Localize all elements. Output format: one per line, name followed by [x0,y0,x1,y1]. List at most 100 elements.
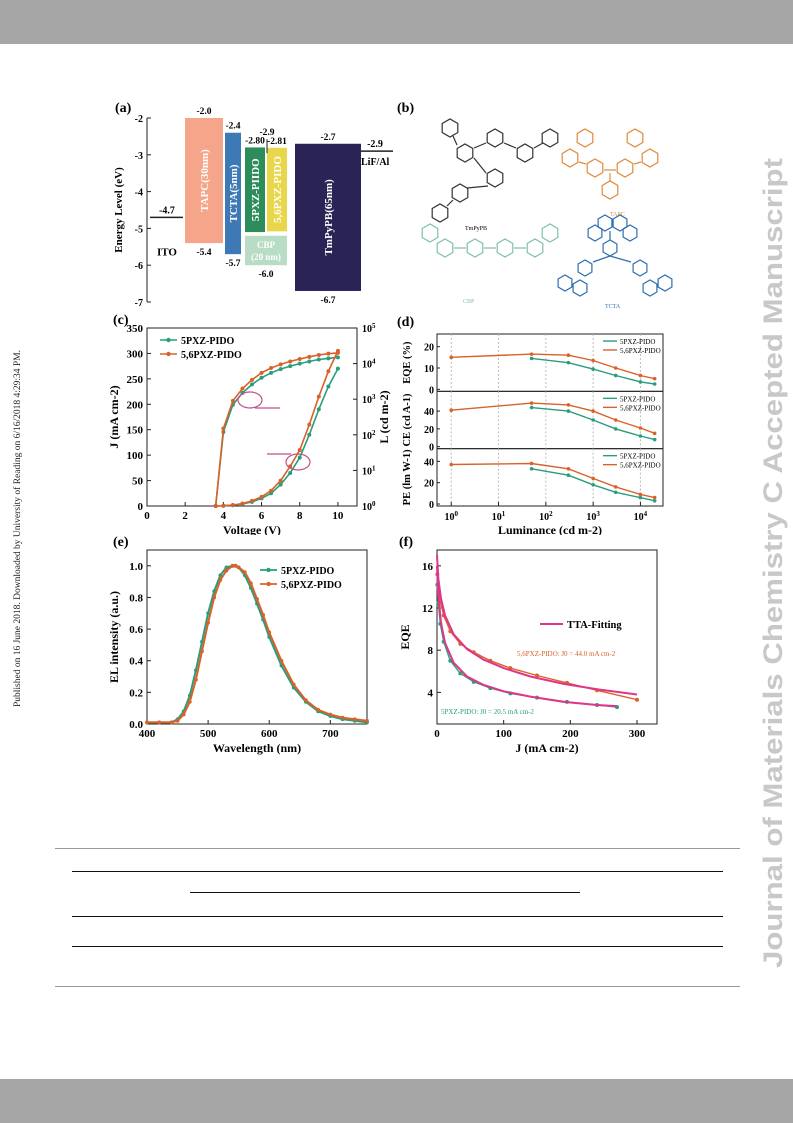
bond [466,185,489,189]
ytick-label-c: 250 [127,374,144,386]
bond [503,142,517,149]
point-c-L-0 [307,359,312,364]
point-d [591,409,595,413]
point-c-J-1 [297,448,302,453]
tmpypb-ring [486,128,504,148]
y2tick-label-c: 103 [362,393,376,406]
annotation-f-1: 5,6PXZ-PIDO: J0 = 44.0 mA cm-2 [517,650,616,658]
table-rule-1 [72,871,723,872]
point-c-L-0 [278,367,283,372]
xtick-label-c: 0 [144,510,150,522]
legend-marker-c [166,351,171,357]
tcta-ring [557,274,573,292]
legend-label-d: 5,6PXZ-PIDO [620,347,661,355]
legend-label-c: 5,6PXZ-PIDO [181,350,242,361]
point-d [566,353,571,357]
point-d [591,483,595,487]
point-d [652,499,657,503]
point-d [566,403,571,407]
cbp-thickness: (20 nm) [251,252,281,262]
ytick-label-d: 20 [424,343,434,354]
bond [592,255,611,263]
tcta-ring [587,224,603,242]
layer-0 [185,118,223,244]
point-d [613,485,618,489]
tmpypb-ring [541,128,559,148]
tmpypb-ring [451,183,469,203]
point-e-1 [267,630,272,635]
tcta-ring [597,214,613,232]
plot-frame-e [146,549,368,725]
xtick-label-c: 8 [297,510,303,522]
tapc-ring [626,128,644,148]
y2-axis-label-c: L (cd m-2) [377,390,391,443]
point-d [529,352,534,356]
layer-top-2: -2.80 [245,136,265,146]
ytick-label-d: 0 [429,443,434,454]
xtick-label-d: 103 [586,510,600,523]
ytick-label-a: -4 [135,188,143,199]
y-axis-label-f: EQE [398,624,412,649]
xtick-label-c: 4 [221,510,227,522]
layer-2 [245,147,265,233]
side-note-text: Published on 16 June 2018. Downloaded by… [12,350,23,707]
molecule-name-tcta: TCTA [605,304,621,310]
legend-label-d: 5PXZ-PIDO [620,338,655,346]
point-d [529,405,534,410]
point-c-L-1 [307,354,312,359]
series-line-d [451,353,655,380]
tmpypb-ring [431,203,449,223]
point-c-L-1 [250,377,254,382]
point-c-L-1 [335,350,340,355]
x-axis-label-d: Luminance (cd m-2) [498,523,602,535]
legend-label-fit: TTA-Fitting [567,620,622,631]
point-c-J-0 [297,455,302,460]
xtick-label-c: 10 [332,510,344,522]
legend-marker-c [166,337,171,343]
legend-marker-e [266,581,271,587]
y2tick-label-c: 104 [362,358,376,371]
legend-label-d: 5PXZ-PIDO [620,395,655,403]
cbp-ring [436,238,454,258]
point-e-1 [224,568,229,573]
table-rule-4 [72,946,723,947]
point-d [652,437,657,442]
point-c-L-1 [259,370,264,375]
point-d [638,495,643,500]
y-axis-label-d: CE (cd A-1) [402,393,413,447]
legend-label-d: 5,6PXZ-PIDO [620,462,661,470]
point-c-J-1 [269,488,274,493]
tcta-ring [612,214,628,232]
point-d [449,355,454,360]
point-d [652,376,657,381]
point-e-1 [291,682,296,687]
ytick-label-a: -5 [135,224,143,235]
layer-name-1: TCTA(5nm) [228,164,240,222]
y-axis-label-d: PE (lm W-1) [402,449,413,505]
point-e-1 [218,578,223,582]
ytick-label-d: 20 [424,425,434,436]
layer-top-4: -2.7 [320,133,335,143]
tapc-ring [616,158,634,178]
point-f-1 [458,671,463,676]
ytick-label-a: -3 [135,151,143,162]
layer-bottom-1: -5.7 [225,259,240,269]
layer-name-2: 5PXZ-PIIDO [250,158,262,221]
y-axis-label-d: EQE (%) [402,341,413,384]
series-line-f-0 [436,574,638,701]
point-d [613,490,618,495]
point-f-0 [635,697,639,702]
tmpypb-ring [456,143,474,163]
point-c-L-1 [240,386,245,391]
point-e-1 [248,581,253,586]
point-c-L-0 [335,355,340,360]
bond [533,142,544,149]
panel-label-a: (a) [115,101,132,116]
point-c-L-0 [316,357,321,362]
tapc-ring [576,128,594,148]
ytick-label-c: 150 [127,425,144,437]
bond [452,135,458,146]
watermark-text: Journal of Materials Chemistry C Accepte… [758,158,788,968]
lif-level-label: -2.9 [367,139,383,150]
